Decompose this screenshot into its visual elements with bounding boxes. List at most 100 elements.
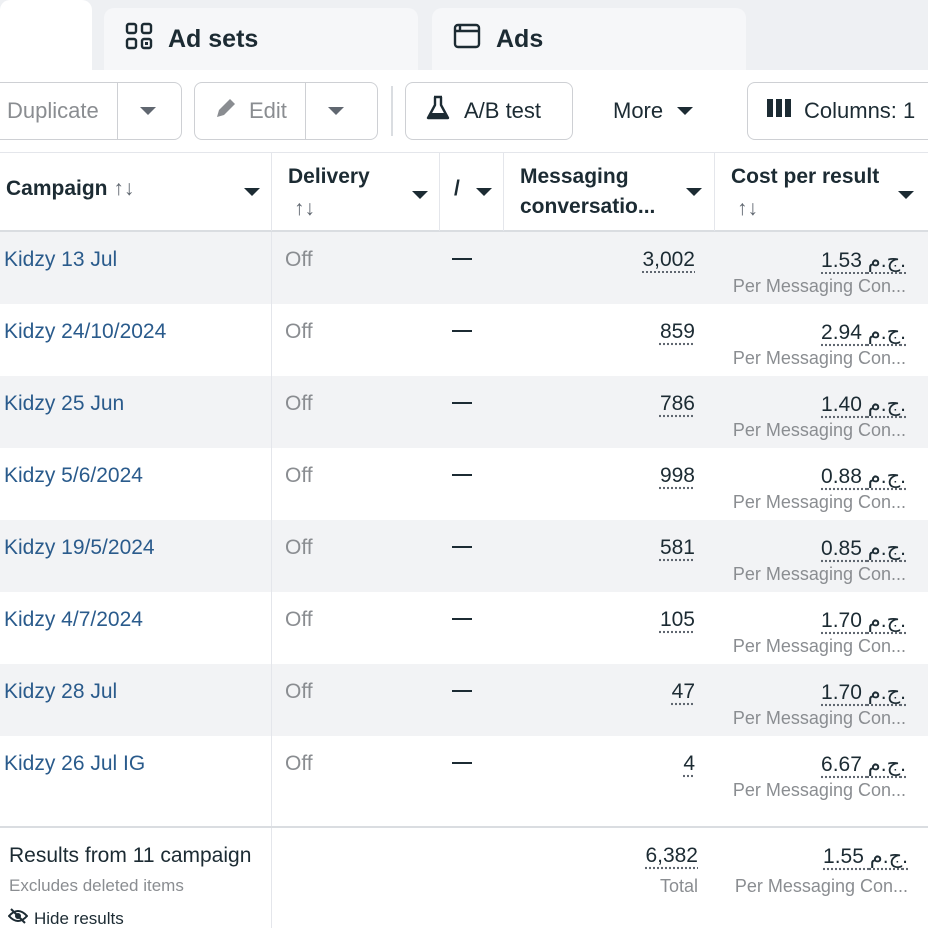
duplicate-dropdown[interactable] xyxy=(117,83,179,139)
table-row[interactable]: Kidzy 19/5/2024 Off 581 0.85 ج.م. Per Messag… xyxy=(0,520,928,592)
column-cost-per-result[interactable]: Cost per result ↑↓ xyxy=(715,153,928,231)
cost-per-result-value: 1.70 ج.م. xyxy=(821,680,906,705)
delivery-status: Off xyxy=(285,608,313,632)
cost-per-result-sub: Per Messaging Con... xyxy=(733,420,906,441)
column-messaging-label-2: conversatio... xyxy=(520,193,655,221)
column-attribution[interactable]: / xyxy=(440,153,504,231)
chevron-down-icon[interactable] xyxy=(898,191,914,199)
results-label: Results from 11 campaign xyxy=(9,844,251,868)
cost-per-result-sub: Per Messaging Con... xyxy=(733,564,906,585)
cost-per-result-value: 0.85 ج.م. xyxy=(821,536,906,561)
column-messaging-label-1: Messaging xyxy=(520,163,629,191)
columns-label: Columns: 1 xyxy=(792,98,928,124)
tab-ads-label: Ads xyxy=(496,25,543,54)
messaging-value: 786 xyxy=(660,392,695,416)
more-label: More xyxy=(591,98,677,124)
column-delivery-label: Delivery xyxy=(288,163,370,191)
total-label: Total xyxy=(660,876,698,897)
table-row[interactable]: Kidzy 26 Jul IG Off 4 6.67 ج.م. Per Messagin… xyxy=(0,736,928,808)
empty-value-dash xyxy=(452,690,472,692)
cost-per-result-value: 1.70 ج.م. xyxy=(821,608,906,633)
duplicate-label: Duplicate xyxy=(0,98,117,124)
cost-per-result-sub: Per Messaging Con... xyxy=(733,276,906,297)
edit-dropdown[interactable] xyxy=(305,83,367,139)
messaging-value: 998 xyxy=(660,464,695,488)
cost-per-result-value: 0.88 ج.م. xyxy=(821,464,906,489)
table-row[interactable]: Kidzy 25 Jun Off 786 1.40 ج.م. Per Messaging… xyxy=(0,376,928,448)
table-row[interactable]: Kidzy 4/7/2024 Off 105 1.70 ج.م. Per Messagi… xyxy=(0,592,928,664)
chevron-down-icon[interactable] xyxy=(686,188,702,196)
campaign-name-link[interactable]: Kidzy 5/6/2024 xyxy=(4,464,143,488)
cost-per-result-sub: Per Messaging Con... xyxy=(733,708,906,729)
ad-sets-icon xyxy=(124,21,154,58)
column-cost-label: Cost per result xyxy=(731,163,879,191)
chevron-down-icon[interactable] xyxy=(244,188,260,196)
campaign-name-link[interactable]: Kidzy 13 Jul xyxy=(4,248,117,272)
chevron-down-icon[interactable] xyxy=(412,191,428,199)
sort-icon[interactable]: ↑↓ xyxy=(737,195,758,223)
table-row[interactable]: Kidzy 13 Jul Off 3,002 1.53 ج.م. Per Messagi… xyxy=(0,232,928,304)
table-row[interactable]: Kidzy 24/10/2024 Off 859 2.94 ج.م. Per Messa… xyxy=(0,304,928,376)
duplicate-button[interactable]: Duplicate xyxy=(0,82,182,140)
campaign-name-link[interactable]: Kidzy 4/7/2024 xyxy=(4,608,143,632)
campaign-name-link[interactable]: Kidzy 26 Jul IG xyxy=(4,752,145,776)
chevron-down-icon xyxy=(140,107,156,115)
campaign-name-link[interactable]: Kidzy 28 Jul xyxy=(4,680,117,704)
table-row[interactable]: Kidzy 5/6/2024 Off 998 0.88 ج.م. Per Messagi… xyxy=(0,448,928,520)
empty-value-dash xyxy=(452,762,472,764)
flask-icon xyxy=(406,95,450,127)
cost-per-result-value: 1.40 ج.م. xyxy=(821,392,906,417)
cost-per-result-sub: Per Messaging Con... xyxy=(733,492,906,513)
delivery-status: Off xyxy=(285,248,313,272)
edit-button[interactable]: Edit xyxy=(194,82,378,140)
messaging-value: 3,002 xyxy=(642,248,695,272)
campaign-name-link[interactable]: Kidzy 24/10/2024 xyxy=(4,320,166,344)
chevron-down-icon[interactable] xyxy=(476,188,492,196)
column-campaign-label: Campaign xyxy=(6,177,108,200)
delivery-status: Off xyxy=(285,536,313,560)
campaign-name-link[interactable]: Kidzy 19/5/2024 xyxy=(4,536,155,560)
tab-bar: Ad sets Ads xyxy=(0,0,928,70)
footer-divider xyxy=(271,828,272,928)
chevron-down-icon xyxy=(677,107,693,115)
tab-campaigns[interactable] xyxy=(0,0,92,70)
tab-ads[interactable]: Ads xyxy=(432,8,746,70)
column-divider xyxy=(271,232,272,928)
column-campaign[interactable]: Campaign ↑↓ xyxy=(0,153,272,231)
ads-icon xyxy=(452,21,482,58)
columns-button[interactable]: Columns: 1 xyxy=(747,82,928,140)
cost-per-result-sub: Per Messaging Con... xyxy=(733,636,906,657)
tab-ad-sets-label: Ad sets xyxy=(168,25,258,54)
column-attribution-label: / xyxy=(454,175,460,203)
cost-per-result-value: 2.94 ج.م. xyxy=(821,320,906,345)
empty-value-dash xyxy=(452,546,472,548)
tab-ad-sets[interactable]: Ad sets xyxy=(104,8,418,70)
excludes-label: Excludes deleted items xyxy=(9,876,184,896)
hide-results-link[interactable]: Hide results xyxy=(8,908,124,928)
sort-icon[interactable]: ↑↓ xyxy=(294,195,315,223)
cost-per-result-value: 1.53 ج.م. xyxy=(821,248,906,273)
delivery-status: Off xyxy=(285,320,313,344)
empty-value-dash xyxy=(452,618,472,620)
more-button[interactable]: More xyxy=(590,82,720,140)
pencil-icon xyxy=(195,95,239,127)
total-messaging: 6,382 xyxy=(645,844,698,868)
sort-icon[interactable]: ↑↓ xyxy=(113,177,134,200)
campaign-name-link[interactable]: Kidzy 25 Jun xyxy=(4,392,124,416)
total-cost: 1.55 ج.م. xyxy=(823,844,908,869)
edit-label: Edit xyxy=(239,98,305,124)
table-header: Campaign ↑↓ Delivery ↑↓ / Messaging conv… xyxy=(0,152,928,232)
toolbar: Duplicate Edit A/B test More Columns: 1 xyxy=(0,70,928,152)
column-delivery[interactable]: Delivery ↑↓ xyxy=(272,153,440,231)
chevron-down-icon xyxy=(328,107,344,115)
column-messaging-conversations[interactable]: Messaging conversatio... xyxy=(504,153,715,231)
cost-per-result-sub: Per Messaging Con... xyxy=(733,348,906,369)
empty-value-dash xyxy=(452,330,472,332)
ab-test-button[interactable]: A/B test xyxy=(405,82,573,140)
empty-value-dash xyxy=(452,258,472,260)
toolbar-divider xyxy=(391,86,393,136)
table-row[interactable]: Kidzy 28 Jul Off 47 1.70 ج.م. Per Messaging … xyxy=(0,664,928,736)
delivery-status: Off xyxy=(285,464,313,488)
messaging-value: 105 xyxy=(660,608,695,632)
columns-icon xyxy=(748,98,792,124)
